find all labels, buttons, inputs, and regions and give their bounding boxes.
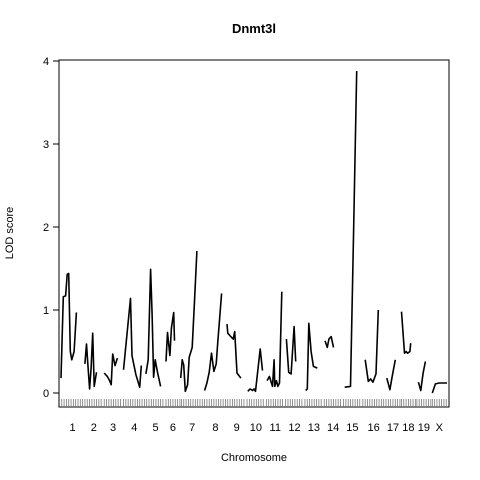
lod-line-chr-1 — [61, 274, 76, 379]
chromosome-label: 8 — [212, 422, 218, 434]
chromosome-label: 5 — [153, 422, 159, 434]
chromosome-label: 6 — [170, 422, 176, 434]
lod-line-chr-8 — [205, 293, 222, 390]
lod-line-chr-9 — [227, 324, 241, 378]
chromosome-label: 13 — [308, 422, 320, 434]
lod-line-chr-4 — [124, 298, 142, 387]
lod-line-chr-5 — [146, 269, 161, 386]
chromosome-label: 18 — [402, 422, 414, 434]
lod-line-chr-7 — [181, 251, 197, 391]
chromosome-label: 17 — [387, 422, 399, 434]
chromosome-label: 19 — [418, 422, 430, 434]
lod-line-chr-11 — [267, 292, 282, 387]
chromosome-label: X — [436, 422, 444, 434]
lod-curves — [61, 71, 447, 393]
y-axis: 0 1 2 3 4 — [43, 56, 59, 400]
chromosome-label: 4 — [131, 422, 137, 434]
chromosome-label: 15 — [346, 422, 358, 434]
lod-line-chr-10 — [248, 349, 263, 391]
chromosome-label: 11 — [270, 422, 281, 434]
lod-line-chr-14 — [325, 337, 334, 348]
chart-title: Dnmt3l — [232, 21, 276, 36]
lod-line-chr-18 — [402, 312, 411, 354]
y-axis-label: LOD score — [4, 207, 16, 260]
y-tick-label: 0 — [43, 388, 49, 400]
chromosome-label: 1 — [70, 422, 76, 434]
chromosome-label: 9 — [234, 422, 240, 434]
lod-line-chr-3 — [104, 354, 117, 385]
y-tick-label: 4 — [43, 56, 49, 68]
chromosome-label: 2 — [91, 422, 97, 434]
y-tick-label: 1 — [43, 305, 49, 317]
lod-line-chr-19 — [418, 362, 425, 391]
x-axis-labels: 1 2 3 4 5 6 7 8 9 10 11 12 13 14 15 16 17 18 19 X — [70, 422, 444, 434]
lod-line-chr-13 — [306, 323, 318, 390]
marker-rug — [62, 399, 446, 407]
lod-line-chr-15 — [345, 71, 357, 387]
chromosome-label: 12 — [288, 422, 300, 434]
plot-frame — [59, 60, 449, 407]
y-tick-label: 3 — [43, 139, 49, 151]
chromosome-label: 7 — [189, 422, 195, 434]
chromosome-label: 14 — [327, 422, 339, 434]
y-tick-label: 2 — [43, 222, 49, 234]
lod-line-chr-12 — [286, 327, 295, 374]
lod-line-chr-X — [432, 383, 447, 393]
lod-line-chr-16 — [365, 310, 378, 382]
lod-line-chr-17 — [387, 360, 396, 390]
chromosome-label: 10 — [250, 422, 262, 434]
lod-line-chr-2 — [85, 333, 97, 389]
lod-line-chr-6 — [166, 313, 175, 362]
x-axis-label: Chromosome — [221, 452, 287, 464]
chromosome-label: 16 — [368, 422, 380, 434]
chromosome-label: 3 — [110, 422, 116, 434]
